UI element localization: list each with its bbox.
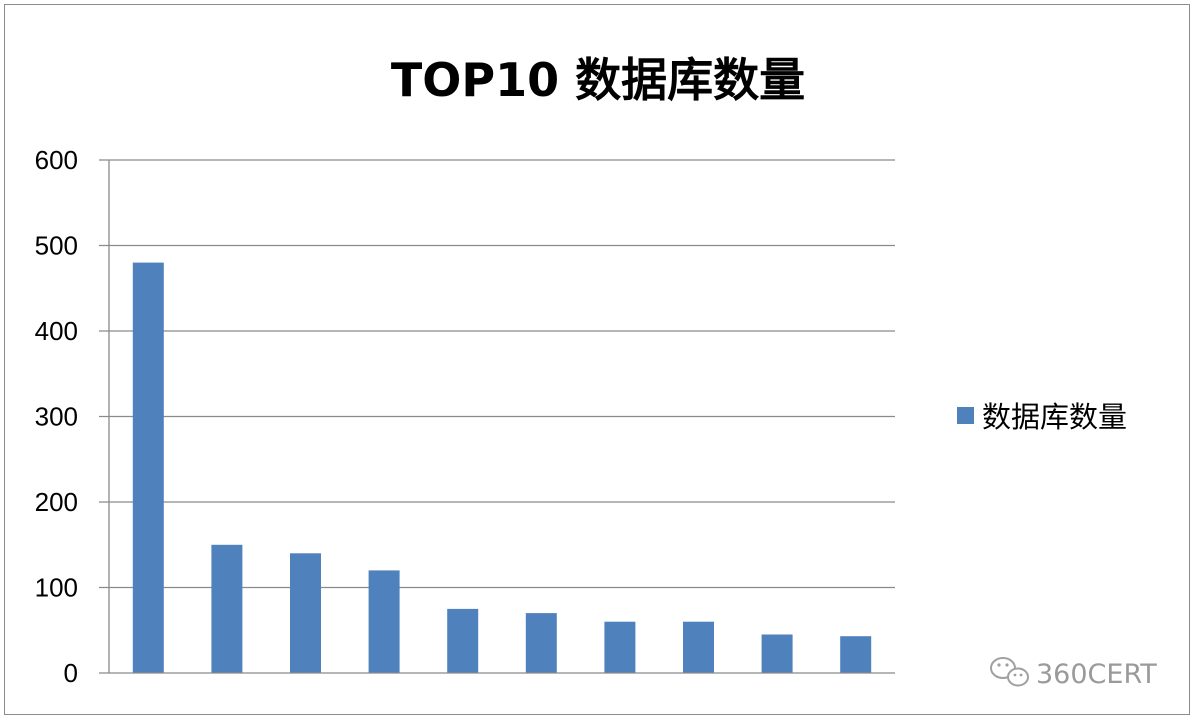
y-axis-tick-labels: 0 100 200 300 400 500 600	[35, 145, 78, 688]
bar	[762, 635, 793, 674]
bar	[290, 553, 321, 673]
y-tick-label: 200	[35, 487, 78, 517]
gridlines	[99, 160, 895, 588]
bar	[604, 622, 635, 673]
bar	[211, 545, 242, 673]
y-tick-label: 100	[35, 573, 78, 603]
bar	[369, 570, 400, 673]
wechat-icon	[991, 658, 1028, 686]
legend-label: 数据库数量	[982, 400, 1127, 434]
chart-title: TOP10 数据库数量	[391, 53, 805, 107]
y-tick-label: 0	[64, 658, 78, 688]
y-tick-label: 600	[35, 145, 78, 175]
bar	[133, 263, 164, 673]
y-tick-label: 400	[35, 316, 78, 346]
legend-swatch	[957, 407, 974, 424]
bar	[447, 609, 478, 673]
y-tick-label: 300	[35, 402, 78, 432]
bar	[683, 622, 714, 673]
y-tick-label: 500	[35, 231, 78, 261]
watermark-text: 360CERT	[1036, 659, 1157, 690]
bar	[840, 636, 871, 673]
watermark: 360CERT	[991, 658, 1157, 690]
legend: 数据库数量	[957, 400, 1127, 434]
bar-series	[133, 263, 871, 673]
bar	[526, 613, 557, 673]
